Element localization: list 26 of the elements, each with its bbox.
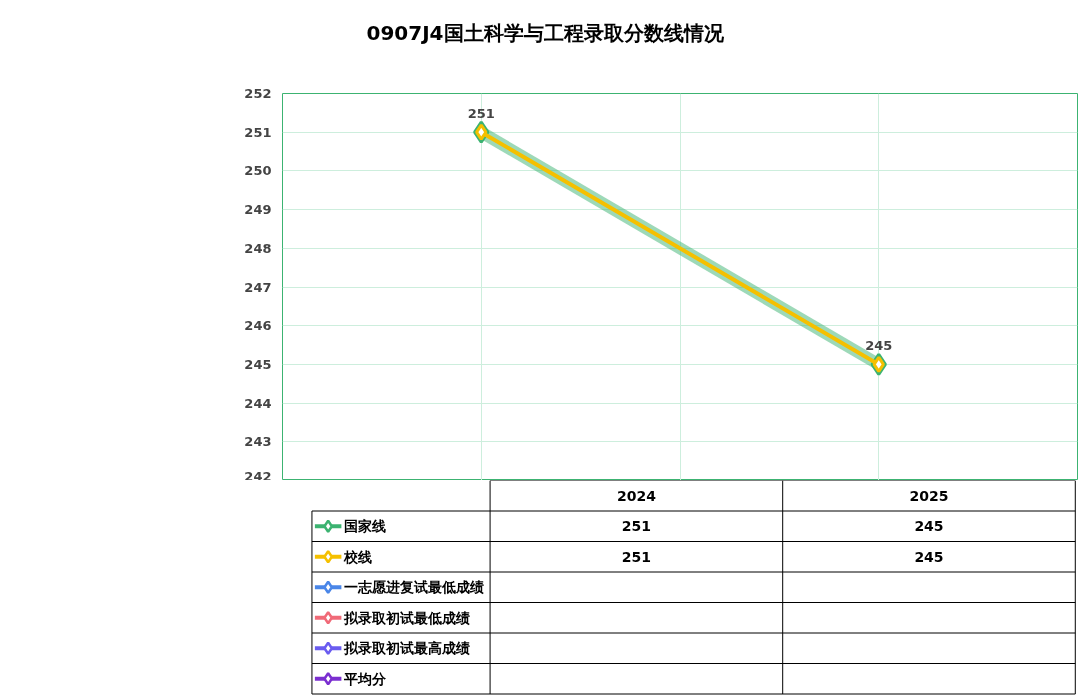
legend-label: 平均分 [343, 670, 388, 687]
chart-title: 0907J4国土科学与工程录取分数线情况 [366, 20, 724, 47]
y-tick-label: 250 [244, 163, 272, 179]
legend-label: 一志愿进复试最低成绩 [344, 579, 485, 596]
annotation: 251 [467, 106, 495, 122]
data-label: 245 [914, 518, 944, 535]
x-tick-label: 2024 [616, 487, 657, 504]
data-label: 245 [914, 548, 944, 565]
y-tick-label: 245 [244, 356, 272, 372]
legend-label: 拟录取初试最高成绩 [343, 640, 471, 657]
y-tick-label: 246 [244, 318, 272, 334]
y-tick-label: 249 [244, 202, 272, 218]
y-tick-label: 252 [244, 86, 272, 101]
annotation: 245 [865, 338, 893, 354]
y-tick-label: 248 [244, 240, 272, 256]
legend-label: 国家线 [344, 518, 387, 535]
legend-label: 校线 [343, 548, 373, 565]
legend-label: 拟录取初试最低成绩 [343, 609, 471, 626]
y-tick-label: 247 [244, 279, 272, 295]
y-tick-label: 242 [244, 468, 272, 484]
x-tick-label: 2025 [909, 487, 949, 504]
data-label: 251 [621, 518, 652, 535]
y-tick-label: 244 [244, 395, 272, 411]
y-tick-label: 243 [244, 434, 272, 450]
y-tick-label: 251 [244, 124, 272, 140]
data-label: 251 [621, 548, 652, 565]
